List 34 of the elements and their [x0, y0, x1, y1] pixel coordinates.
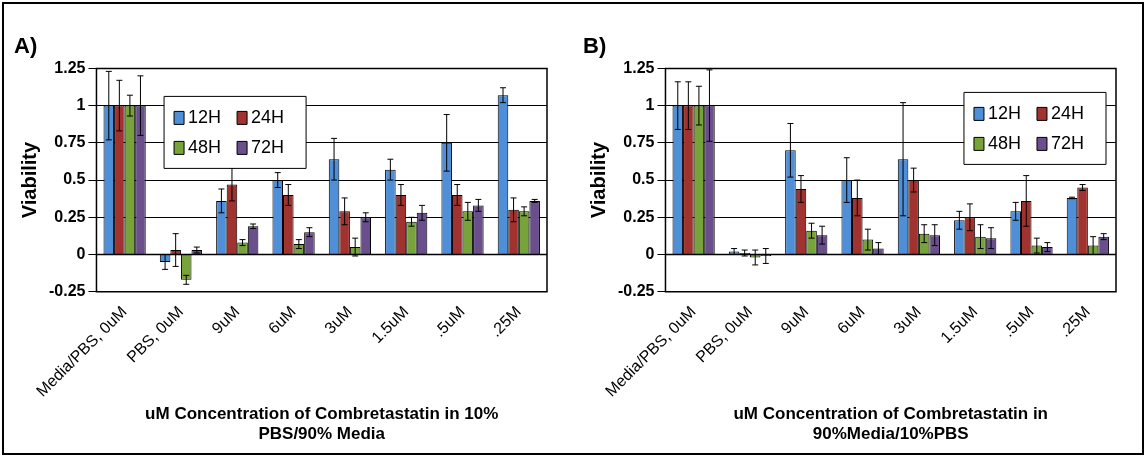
y-tick-label: 0.5	[63, 170, 86, 188]
x-tick-label: 3uM	[890, 302, 925, 337]
legend-label: 48H	[987, 133, 1021, 154]
y-tick-label: 1.25	[54, 58, 86, 76]
y-tick-label: 1	[76, 96, 86, 114]
legend-label: 72H	[1050, 133, 1085, 154]
y-tick-label: 1.25	[623, 58, 655, 76]
y-tick-label: 0	[645, 244, 655, 262]
x-tick-label: 9uM	[777, 302, 812, 337]
y-axis-title: Viability	[17, 141, 40, 219]
chart-title: B)	[583, 33, 607, 59]
legend-label: 48H	[188, 137, 222, 158]
y-tick-label: 0	[76, 244, 86, 262]
y-tick-label: 0.5	[632, 170, 655, 188]
x-tick-label: 6uM	[264, 302, 299, 337]
chart-title: A)	[14, 33, 38, 59]
legend-label: 12H	[987, 103, 1021, 124]
y-tick-label: 0.75	[54, 133, 86, 151]
legend-label: 24H	[1050, 103, 1085, 124]
legend-label: 12H	[188, 107, 222, 128]
y-tick-label: 1	[645, 96, 655, 114]
x-tick-label: 9uM	[208, 302, 243, 337]
y-tick-label: 0.25	[623, 207, 655, 225]
y-tick-label: 0.75	[623, 133, 655, 151]
x-axis-title: uM Concentration of Combretastatin in 10% PBS/90% Media	[145, 404, 499, 444]
y-tick-label: -0.25	[618, 282, 655, 300]
y-tick-label: -0.25	[49, 282, 86, 300]
x-axis-title: uM Concentration of Combretastatin in 90%Media/10%PBS	[733, 404, 1048, 444]
legend-label: 24H	[251, 107, 285, 128]
x-tick-label: 3uM	[321, 302, 356, 337]
y-axis-title: Viability	[586, 141, 609, 219]
legend-label: 72H	[251, 137, 285, 158]
x-tick-label: 6uM	[833, 302, 868, 337]
y-tick-label: 0.25	[54, 207, 86, 225]
